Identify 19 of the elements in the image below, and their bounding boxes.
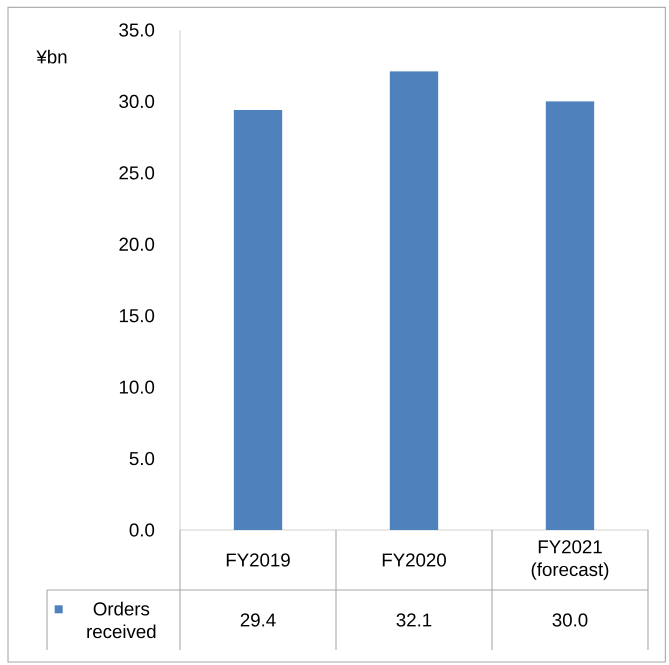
data-label: 30.0 <box>552 613 588 627</box>
y-tick-label: 5.0 <box>130 452 154 466</box>
y-tick-label: 0.0 <box>130 523 154 537</box>
x-tick-label: FY2020 <box>382 553 446 567</box>
y-tick-label: 35.0 <box>119 23 154 37</box>
y-tick-label: 15.0 <box>120 309 154 322</box>
data-label: 29.4 <box>240 613 276 627</box>
bar <box>390 71 438 530</box>
bar <box>546 101 594 530</box>
legend-label: Orders received <box>87 602 156 638</box>
bar <box>234 110 282 530</box>
y-tick-label: 25.0 <box>119 166 154 180</box>
data-label: 32.1 <box>396 613 432 627</box>
y-tick-label: 20.0 <box>119 238 154 251</box>
y-axis-title: ¥bn <box>36 50 66 64</box>
x-tick-label: FY2019 <box>226 553 290 567</box>
x-tick-label: FY2021 (forecast) <box>532 540 608 580</box>
y-tick-label: 10.0 <box>120 380 154 394</box>
y-tick-label: 30.0 <box>119 94 154 108</box>
